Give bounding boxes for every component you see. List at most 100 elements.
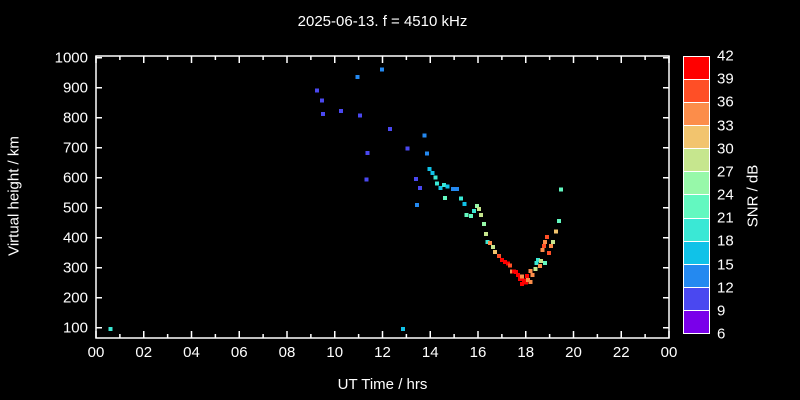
y-tick-label: 200 <box>62 289 88 307</box>
scatter-point <box>534 261 539 266</box>
scatter-point <box>545 235 550 240</box>
colorbar-tick-label: 6 <box>717 325 726 343</box>
scatter-point <box>500 258 505 263</box>
scatter-point <box>464 212 469 217</box>
scatter-point <box>538 263 543 268</box>
colorbar-tick-label: 30 <box>717 140 734 158</box>
scatter-point <box>387 127 392 132</box>
scatter-point <box>414 176 419 181</box>
scatter-point <box>108 327 113 332</box>
scatter-point <box>484 232 489 237</box>
scatter-point <box>528 269 533 274</box>
x-tick-label: 10 <box>326 344 344 361</box>
scatter-point <box>443 195 448 200</box>
scatter-point <box>442 182 447 187</box>
scatter-point <box>405 146 410 151</box>
scatter-point <box>512 269 517 274</box>
scatter-point <box>365 151 370 156</box>
scatter-point <box>315 88 320 93</box>
colorbar-segment <box>684 287 709 310</box>
colorbar-segment <box>684 195 709 218</box>
scatter-point <box>520 274 525 279</box>
scatter-point <box>355 75 360 80</box>
scatter-point <box>364 177 369 182</box>
scatter-point <box>488 241 493 246</box>
scatter-point <box>427 167 432 172</box>
y-tick-label: 500 <box>62 199 88 217</box>
scatter-point <box>554 229 559 234</box>
colorbar-tick-label: 12 <box>717 279 734 297</box>
scatter-point <box>549 244 554 249</box>
y-tick-label: 100 <box>62 319 88 337</box>
colorbar-tick-label: 15 <box>717 256 734 273</box>
scatter-point <box>462 202 467 207</box>
scatter-point <box>543 239 548 244</box>
scatter-point <box>539 259 544 264</box>
scatter-point <box>471 209 476 214</box>
scatter-point <box>520 281 525 286</box>
scatter-point <box>468 214 473 219</box>
colorbar-tick-label: 27 <box>717 163 734 181</box>
scatter-point <box>543 260 548 265</box>
colorbar-tick-label: 9 <box>717 302 726 320</box>
x-tick-label: 14 <box>421 344 439 361</box>
scatter-point <box>551 239 556 244</box>
scatter-point <box>358 113 363 118</box>
colorbar-tick-label: 24 <box>717 186 734 204</box>
colorbar-segment <box>684 80 709 103</box>
scatter-point <box>485 239 490 244</box>
scatter-point <box>425 151 430 156</box>
colorbar-tick-label: 39 <box>717 70 734 88</box>
y-tick-label: 700 <box>62 139 88 157</box>
scatter-point <box>474 203 479 208</box>
colorbar-segment <box>684 264 709 287</box>
scatter-point <box>430 170 435 175</box>
colorbar-segment <box>684 149 709 172</box>
x-axis-label: UT Time / hrs <box>337 376 428 393</box>
scatter-point <box>401 327 406 332</box>
x-tick-label: 20 <box>565 344 582 361</box>
scatter-point <box>422 133 427 138</box>
colorbar-tick-label: 18 <box>717 232 734 250</box>
y-tick-label: 300 <box>62 259 88 277</box>
scatter-point <box>481 221 486 226</box>
x-tick-label: 06 <box>230 344 248 361</box>
scatter-point <box>479 212 484 217</box>
scatter-point <box>524 274 529 279</box>
scatter-point <box>445 184 450 189</box>
scatter-point <box>507 263 512 268</box>
scatter-point <box>528 280 533 285</box>
x-tick-label: 18 <box>517 344 535 361</box>
scatter-point <box>523 280 528 285</box>
scatter-point <box>556 219 561 224</box>
colorbar-segment <box>684 241 709 264</box>
plot-frame <box>95 55 670 339</box>
y-tick-label: 600 <box>62 169 88 187</box>
scatter-point <box>438 186 443 191</box>
scatter-point <box>493 250 498 255</box>
plot-title: 2025-06-13. f = 4510 kHz <box>297 13 468 30</box>
x-tick-label: 00 <box>87 344 105 361</box>
colorbar-segment <box>684 103 709 126</box>
scatter-point <box>380 67 385 72</box>
scatter-point <box>516 273 521 278</box>
x-tick-label: 08 <box>278 344 296 361</box>
colorbar-tick-label: 33 <box>717 117 734 134</box>
scatter-point <box>536 257 541 262</box>
scatter-point <box>433 175 438 180</box>
scatter-point <box>491 245 496 250</box>
scatter-point <box>547 251 552 256</box>
colorbar-tick-label: 21 <box>717 209 734 227</box>
colorbar-segment <box>684 126 709 149</box>
scatter-point <box>477 206 482 211</box>
scatter-point <box>450 187 455 192</box>
y-tick-label: 800 <box>62 109 88 127</box>
scatter-point <box>454 187 459 192</box>
scatter-point <box>502 260 507 265</box>
scatter-point <box>533 266 538 271</box>
scatter-point <box>320 98 325 103</box>
scatter-point <box>417 185 422 190</box>
colorbar-segment <box>684 218 709 241</box>
x-tick-label: 02 <box>135 344 153 361</box>
